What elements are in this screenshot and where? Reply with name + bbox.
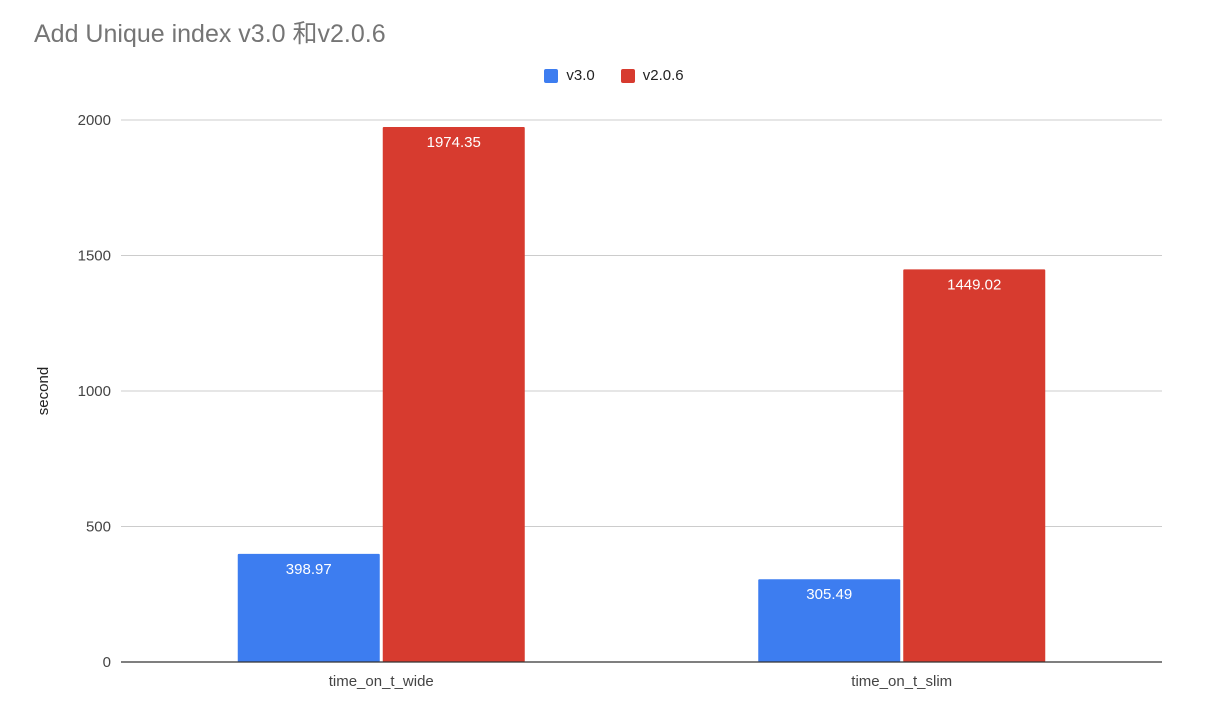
x-tick-label-time_on_t_slim: time_on_t_slim [851, 673, 952, 690]
y-tick-label-0: 0 [103, 654, 111, 671]
legend-item-v2[interactable]: v2.0.6 [620, 67, 684, 84]
y-tick-label-1000: 1000 [78, 383, 111, 400]
chart-title: Add Unique index v3.0 和v2.0.6 [34, 20, 386, 48]
bar-label-time_on_t_wide-v2.0.6: 1974.35 [427, 134, 481, 151]
legend-label-v3: v3.0 [566, 67, 595, 84]
legend-swatch-v3 [544, 68, 559, 83]
legend: v3.0 v2.0.6 [0, 67, 1228, 84]
bar-time_on_t_wide-v3.0 [237, 553, 380, 662]
y-axis-title: second [35, 367, 52, 415]
bar-time_on_t_wide-v2.0.6 [382, 126, 525, 662]
bar-label-time_on_t_slim-v3.0: 305.49 [806, 586, 852, 603]
legend-item-v3[interactable]: v3.0 [544, 67, 595, 84]
legend-swatch-v2 [620, 68, 635, 83]
bar-label-time_on_t_wide-v3.0: 398.97 [286, 561, 332, 578]
y-tick-label-1500: 1500 [78, 248, 111, 265]
y-tick-label-2000: 2000 [78, 112, 111, 129]
y-tick-label-500: 500 [86, 519, 111, 536]
legend-label-v2: v2.0.6 [642, 67, 684, 84]
bar-label-time_on_t_slim-v2.0.6: 1449.02 [947, 276, 1001, 293]
bar-time_on_t_slim-v2.0.6 [903, 269, 1046, 662]
bar-time_on_t_slim-v3.0 [758, 579, 901, 662]
x-tick-label-time_on_t_wide: time_on_t_wide [329, 673, 434, 690]
